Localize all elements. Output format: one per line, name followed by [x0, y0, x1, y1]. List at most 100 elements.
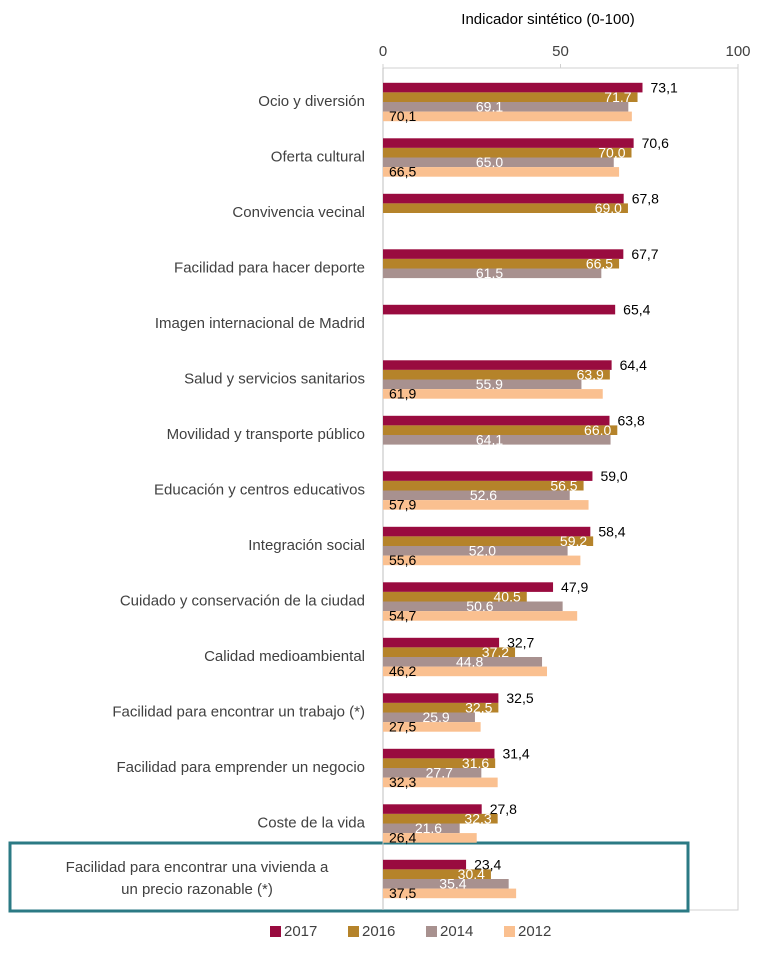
bar	[383, 471, 593, 481]
value-label: 69,1	[476, 99, 503, 115]
bar	[383, 415, 610, 426]
bar	[383, 147, 632, 158]
value-label: 63,9	[577, 366, 604, 382]
bar	[383, 758, 496, 768]
x-tick-label: 50	[552, 43, 569, 60]
legend-swatch	[426, 926, 437, 937]
bar	[383, 102, 629, 112]
value-label: 73,1	[651, 79, 678, 95]
category-label: Educación y centros educativos	[154, 481, 365, 498]
category-label: Coste de la vida	[257, 814, 365, 831]
category-label: Cuidado y conservación de la ciudad	[120, 592, 365, 609]
bar	[383, 748, 495, 759]
bar	[383, 480, 584, 491]
category-label: Facilidad para emprender un negocio	[117, 759, 366, 776]
value-label: 52,6	[470, 487, 497, 503]
bar	[383, 777, 498, 788]
bar	[383, 82, 643, 93]
bar	[383, 167, 620, 177]
legend-label: 2012	[518, 923, 551, 940]
value-label: 61,5	[476, 265, 503, 281]
category-label: Integración social	[248, 537, 365, 554]
bar	[383, 193, 624, 204]
value-label: 31,6	[462, 755, 489, 771]
category-label: Imagen internacional de Madrid	[155, 315, 365, 332]
bar	[383, 490, 570, 501]
value-label: 66,5	[389, 164, 416, 180]
bar	[383, 435, 611, 445]
value-label: 35,4	[439, 876, 466, 892]
value-label: 59,2	[560, 533, 587, 549]
bar	[383, 768, 482, 778]
value-label: 70,0	[598, 144, 625, 160]
x-tick-label: 100	[725, 43, 750, 60]
bar	[383, 258, 620, 269]
bar	[383, 693, 499, 703]
bar	[383, 389, 603, 399]
value-label: 37,2	[482, 644, 509, 660]
highlight-box	[8, 841, 690, 913]
axis-title: Indicador sintético (0-100)	[461, 11, 634, 28]
value-label: 37,5	[389, 885, 416, 901]
value-label: 70,1	[389, 108, 416, 124]
value-label: 66,0	[584, 422, 611, 438]
bar	[383, 611, 578, 621]
value-label: 58,4	[598, 523, 625, 539]
bar	[383, 804, 482, 814]
value-label: 30,4	[458, 866, 485, 882]
category-label: Ocio y diversión	[258, 93, 365, 110]
bar	[383, 304, 616, 315]
value-label: 67,7	[631, 246, 658, 262]
value-label: 27,5	[389, 719, 416, 735]
category-label: Oferta cultural	[271, 148, 365, 165]
legend-swatch	[504, 926, 515, 937]
bar	[383, 637, 500, 648]
category-label: Calidad medioambiental	[204, 648, 365, 665]
bar	[383, 823, 460, 834]
value-label: 52,0	[469, 543, 496, 559]
value-label: 44,8	[456, 654, 483, 670]
bar	[383, 879, 509, 889]
bar	[383, 360, 612, 370]
bar	[383, 500, 589, 510]
value-label: 61,9	[389, 386, 416, 402]
bar	[383, 859, 467, 870]
value-label: 65,0	[476, 154, 503, 170]
bar	[383, 591, 527, 602]
value-label: 65,4	[623, 301, 650, 317]
value-label: 59,0	[600, 468, 627, 484]
value-label: 32,5	[506, 690, 533, 706]
value-label: 23,4	[474, 856, 501, 872]
bar	[383, 138, 634, 148]
value-label: 50,6	[466, 598, 493, 614]
bar	[383, 722, 481, 732]
bar	[383, 869, 491, 879]
value-label: 67,8	[632, 190, 659, 206]
category-label: Facilidad para hacer deporte	[174, 259, 365, 276]
bar	[383, 157, 614, 168]
legend-label: 2017	[284, 923, 317, 940]
bar	[383, 546, 568, 556]
value-label: 47,9	[561, 579, 588, 595]
bar	[383, 268, 602, 279]
bar	[383, 111, 632, 122]
bar	[383, 888, 517, 899]
value-label: 27,8	[490, 801, 517, 817]
bar	[383, 712, 475, 723]
value-label: 55,9	[476, 376, 503, 392]
value-label: 31,4	[502, 745, 529, 761]
bar	[383, 833, 477, 843]
value-label: 69,0	[595, 200, 622, 216]
value-label: 26,4	[389, 830, 416, 846]
value-label: 54,7	[389, 608, 416, 624]
bar	[383, 536, 594, 546]
bar	[383, 555, 581, 566]
category-label: Movilidad y transporte público	[167, 426, 365, 443]
value-label: 63,8	[617, 412, 644, 428]
bar	[383, 369, 610, 380]
bar	[383, 379, 582, 390]
bar	[383, 813, 498, 824]
value-label: 71,7	[604, 89, 631, 105]
